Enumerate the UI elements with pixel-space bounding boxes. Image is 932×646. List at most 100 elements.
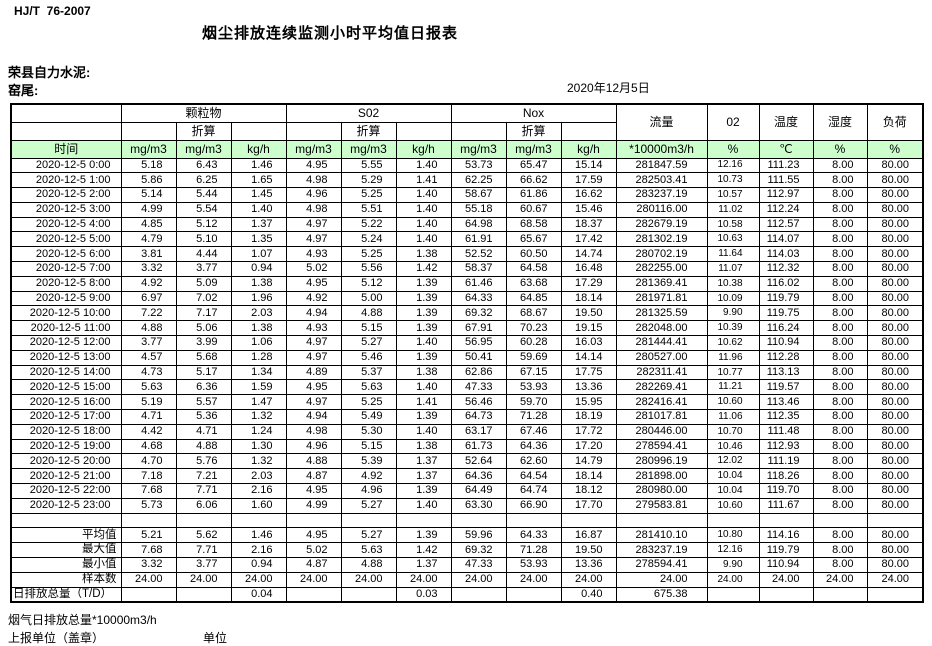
summary-value-cell bbox=[450, 586, 507, 603]
value-cell: 63.68 bbox=[505, 275, 562, 292]
value-cell: 1.38 bbox=[230, 275, 287, 292]
value-cell: 61.46 bbox=[450, 275, 507, 292]
summary-value-cell: 5.63 bbox=[340, 542, 397, 559]
value-cell: 8.00 bbox=[812, 290, 868, 307]
value-cell: 1.47 bbox=[230, 394, 287, 411]
unit-header: *10000m3/h bbox=[615, 139, 708, 159]
converted-header-so2: 折算 bbox=[340, 121, 397, 141]
data-row: 2020-12-5 14:00 4.73 5.17 1.34 4.89 5.37 1.38 6… bbox=[10, 364, 924, 381]
time-cell: 2020-12-5 8:00 bbox=[10, 275, 122, 292]
value-cell: 13.36 bbox=[560, 379, 617, 396]
value-cell: 4.93 bbox=[285, 320, 342, 337]
value-cell: 64.73 bbox=[450, 409, 507, 425]
value-cell: 1.32 bbox=[230, 453, 287, 470]
summary-value-cell: 69.32 bbox=[450, 542, 507, 559]
col-header-humidity: 湿度 bbox=[812, 103, 868, 141]
value-cell: 5.54 bbox=[175, 201, 232, 218]
value-cell: 4.88 bbox=[340, 305, 397, 322]
value-cell: 112.32 bbox=[758, 261, 814, 277]
time-col-spacer bbox=[10, 103, 122, 123]
value-cell: 18.37 bbox=[560, 216, 617, 233]
data-row: 2020-12-5 0:00 5.18 6.43 1.46 4.95 5.55 1.40 53… bbox=[10, 157, 924, 174]
value-cell: 60.67 bbox=[505, 201, 562, 218]
summary-value-cell bbox=[340, 512, 397, 529]
summary-value-cell bbox=[812, 586, 868, 603]
value-cell: 5.09 bbox=[175, 275, 232, 292]
data-row: 2020-12-5 9:00 6.97 7.02 1.96 4.92 5.00 1.39 64… bbox=[10, 290, 924, 307]
value-cell: 64.36 bbox=[505, 438, 562, 455]
value-cell: 80.00 bbox=[866, 423, 924, 440]
value-cell: 112.93 bbox=[758, 438, 814, 455]
value-cell: 4.88 bbox=[120, 320, 177, 337]
value-cell: 64.36 bbox=[450, 468, 507, 485]
header-row-groups: 颗粒物 S02 Nox 流量 02 温度 湿度 负荷 bbox=[10, 103, 924, 141]
value-cell: 280980.00 bbox=[615, 483, 708, 499]
data-row: 2020-12-5 6:00 3.81 4.44 1.07 4.93 5.25 1.38 52… bbox=[10, 246, 924, 263]
summary-label: 最小值 bbox=[10, 557, 122, 573]
value-cell: 8.00 bbox=[812, 201, 868, 218]
value-cell: 112.97 bbox=[758, 187, 814, 203]
value-cell: 61.86 bbox=[505, 187, 562, 203]
value-cell: 17.20 bbox=[560, 438, 617, 455]
summary-value-cell: 47.33 bbox=[450, 557, 507, 573]
value-cell: 8.00 bbox=[812, 320, 868, 337]
unit-header: mg/m3 bbox=[505, 139, 562, 159]
value-cell: 61.73 bbox=[450, 438, 507, 455]
summary-value-cell: 24.00 bbox=[395, 571, 452, 588]
value-cell: 11.07 bbox=[706, 261, 760, 277]
value-cell: 5.19 bbox=[120, 394, 177, 411]
value-cell: 112.35 bbox=[758, 409, 814, 425]
value-cell: 6.06 bbox=[175, 497, 232, 514]
value-cell: 80.00 bbox=[866, 497, 924, 514]
summary-value-cell: 278594.41 bbox=[615, 557, 708, 573]
value-cell: 7.02 bbox=[175, 290, 232, 307]
value-cell: 7.68 bbox=[120, 483, 177, 499]
value-cell: 70.23 bbox=[505, 320, 562, 337]
value-cell: 282679.19 bbox=[615, 216, 708, 233]
value-cell: 17.70 bbox=[560, 497, 617, 514]
summary-value-cell bbox=[175, 586, 232, 603]
data-row: 2020-12-5 13:00 4.57 5.68 1.28 4.97 5.46 1.39 5… bbox=[10, 349, 924, 366]
value-cell: 5.17 bbox=[175, 364, 232, 381]
summary-value-cell: 53.93 bbox=[505, 557, 562, 573]
value-cell: 5.22 bbox=[340, 216, 397, 233]
value-cell: 2.03 bbox=[230, 468, 287, 485]
value-cell: 5.18 bbox=[120, 157, 177, 174]
value-cell: 80.00 bbox=[866, 201, 924, 218]
time-cell: 2020-12-5 18:00 bbox=[10, 423, 122, 440]
value-cell: 5.76 bbox=[175, 453, 232, 470]
value-cell: 5.49 bbox=[340, 409, 397, 425]
value-cell: 8.00 bbox=[812, 187, 868, 203]
value-cell: 80.00 bbox=[866, 275, 924, 292]
value-cell: 11.06 bbox=[706, 409, 760, 425]
summary-value-cell: 3.77 bbox=[175, 557, 232, 573]
summary-value-cell: 2.16 bbox=[230, 542, 287, 559]
value-cell: 281898.00 bbox=[615, 468, 708, 485]
value-cell: 4.97 bbox=[285, 231, 342, 248]
time-cell: 2020-12-5 21:00 bbox=[10, 468, 122, 485]
value-cell: 116.02 bbox=[758, 275, 814, 292]
value-cell: 4.92 bbox=[120, 275, 177, 292]
value-cell: 6.97 bbox=[120, 290, 177, 307]
value-cell: 64.49 bbox=[450, 483, 507, 499]
daily-total-row: 日排放总量（T/D） 0.04 0.03 0.40 675.38 bbox=[10, 586, 924, 603]
value-cell: 5.10 bbox=[175, 231, 232, 248]
value-cell: 1.39 bbox=[395, 290, 452, 307]
value-cell: 281325.59 bbox=[615, 305, 708, 322]
value-cell: 14.14 bbox=[560, 349, 617, 366]
summary-value-cell: 80.00 bbox=[866, 542, 924, 559]
summary-value-cell: 5.27 bbox=[340, 527, 397, 544]
unit-header: mg/m3 bbox=[175, 139, 232, 159]
reporting-unit-label: 上报单位（盖章） bbox=[8, 631, 105, 645]
value-cell: 281847.59 bbox=[615, 157, 708, 174]
value-cell: 14.79 bbox=[560, 453, 617, 470]
value-cell: 52.64 bbox=[450, 453, 507, 470]
value-cell: 1.39 bbox=[395, 409, 452, 425]
value-cell: 10.04 bbox=[706, 483, 760, 499]
summary-value-cell: 1.37 bbox=[395, 557, 452, 573]
value-cell: 63.30 bbox=[450, 497, 507, 514]
summary-value-cell: 24.00 bbox=[120, 571, 177, 588]
value-cell: 1.40 bbox=[395, 231, 452, 248]
value-cell: 80.00 bbox=[866, 468, 924, 485]
value-cell: 114.03 bbox=[758, 246, 814, 263]
